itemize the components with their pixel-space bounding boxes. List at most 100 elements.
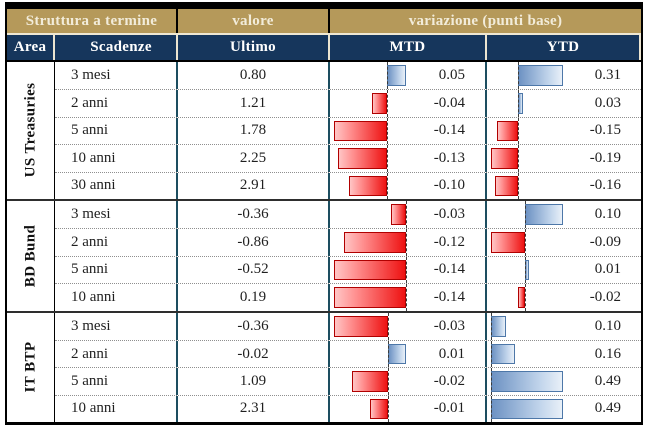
mtd-bar-cell: -0.14: [330, 117, 487, 145]
area-label: BD Bund: [22, 224, 38, 287]
mtd-bar-area: [334, 145, 406, 172]
ultimo-value-cell: -0.86: [178, 229, 330, 256]
table-row: 3 mesi -0.36 -0.03 0.10: [55, 200, 641, 229]
scadenza-cell: 2 anni: [55, 229, 178, 256]
column-header-row: Area Scadenze Ultimo MTD YTD: [7, 35, 641, 62]
ytd-bar-cell: -0.02: [487, 284, 641, 311]
ultimo-value-cell: -0.36: [178, 312, 330, 340]
area-cell: IT BTP: [7, 312, 55, 423]
mtd-bar-cell: -0.02: [330, 368, 487, 395]
mtd-bar-area: [334, 62, 406, 90]
baseline-axis: [388, 395, 389, 423]
ytd-value-label: 0.49: [594, 372, 621, 389]
mtd-value-label: -0.03: [433, 317, 465, 334]
ytd-value-label: 0.10: [594, 317, 621, 334]
scadenza-cell: 5 anni: [55, 256, 178, 284]
baseline-axis: [406, 284, 407, 311]
scadenza-cell: 3 mesi: [55, 200, 178, 229]
mtd-bar-cell: -0.12: [330, 229, 487, 256]
table-body: US Treasuries 3 mesi 0.80 0.05 0.31 2 anni 1.2…: [7, 62, 641, 423]
negative-bar: [337, 148, 388, 169]
ytd-bar-area: [491, 90, 563, 117]
ytd-bar-area: [491, 368, 563, 395]
negative-bar: [496, 120, 519, 142]
baseline-axis: [388, 312, 389, 340]
section-rows: 3 mesi -0.36 -0.03 0.10 2 anni -0.86 -0.12 -0.0…: [55, 200, 641, 311]
table-row: 3 mesi 0.80 0.05 0.31: [55, 62, 641, 90]
mtd-bar-cell: -0.14: [330, 256, 487, 284]
mtd-value-label: -0.02: [433, 372, 465, 389]
ytd-value-label: -0.16: [589, 177, 621, 194]
negative-bar: [517, 287, 526, 308]
scadenza-cell: 10 anni: [55, 145, 178, 172]
negative-bar: [334, 120, 388, 142]
mtd-value-label: 0.01: [438, 345, 465, 362]
ultimo-value-cell: -0.36: [178, 200, 330, 229]
baseline-axis: [525, 256, 527, 284]
area-label: US Treasuries: [22, 83, 38, 178]
baseline-axis: [518, 172, 520, 199]
mtd-bar-area: [334, 340, 406, 368]
ytd-bar-cell: 0.10: [487, 312, 641, 340]
negative-bar: [491, 232, 526, 253]
baseline-axis: [518, 117, 520, 145]
table-row: 10 anni 2.25 -0.13 -0.19: [55, 144, 641, 172]
negative-bar: [334, 287, 406, 308]
ytd-bar-area: [491, 145, 563, 172]
scadenza-cell: 2 anni: [55, 340, 178, 368]
mtd-bar-cell: -0.03: [330, 312, 487, 340]
baseline-axis: [388, 340, 389, 368]
ytd-bar-cell: 0.16: [487, 340, 641, 368]
mtd-value-label: -0.10: [433, 177, 465, 194]
scadenza-cell: 2 anni: [55, 90, 178, 117]
mtd-bar-area: [334, 172, 406, 199]
ytd-bar-cell: 0.03: [487, 90, 641, 117]
ultimo-value-cell: 1.78: [178, 117, 330, 145]
baseline-axis: [491, 340, 492, 368]
ytd-value-label: 0.31: [594, 67, 621, 84]
area-cell: BD Bund: [7, 200, 55, 311]
ytd-bar-cell: -0.16: [487, 172, 641, 199]
mtd-bar-area: [334, 256, 407, 284]
ytd-value-label: 0.03: [594, 95, 621, 112]
section-rows: 3 mesi 0.80 0.05 0.31 2 anni 1.21 -0.04 0.03 5 a…: [55, 62, 641, 199]
negative-bar: [352, 371, 388, 392]
negative-bar: [334, 259, 406, 281]
mtd-bar-area: [334, 90, 406, 117]
baseline-axis: [406, 256, 407, 284]
negative-bar: [334, 315, 388, 337]
ytd-bar-area: [491, 200, 563, 229]
mtd-value-label: -0.14: [433, 261, 465, 278]
header-variazione-punti-base: variazione (punti base): [408, 12, 563, 29]
negative-bar: [495, 175, 519, 196]
baseline-axis: [518, 145, 520, 172]
table-row: 2 anni -0.86 -0.12 -0.09: [55, 228, 641, 256]
mtd-bar-cell: -0.14: [330, 284, 487, 311]
ytd-bar-area: [491, 117, 563, 145]
scadenza-cell: 10 anni: [55, 395, 178, 423]
ytd-value-label: 0.49: [594, 400, 621, 417]
ytd-bar-cell: 0.10: [487, 200, 641, 229]
mtd-bar-area: [334, 117, 406, 145]
scadenza-cell: 3 mesi: [55, 62, 178, 90]
table-section: US Treasuries 3 mesi 0.80 0.05 0.31 2 anni 1.2…: [7, 62, 641, 199]
mtd-bar-area: [334, 229, 407, 256]
ultimo-value-cell: -0.52: [178, 256, 330, 284]
header-area: Area: [7, 35, 55, 60]
term-structure-table: Struttura a termine valore variazione (p…: [5, 2, 643, 426]
mtd-bar-area: [334, 395, 406, 423]
baseline-axis: [525, 200, 527, 229]
ytd-value-label: -0.15: [589, 122, 621, 139]
header-ytd: YTD: [487, 35, 641, 60]
mtd-bar-cell: -0.04: [330, 90, 487, 117]
area-cell: US Treasuries: [7, 62, 55, 199]
baseline-axis: [491, 368, 492, 395]
baseline-axis: [491, 395, 492, 423]
baseline-axis: [406, 200, 407, 229]
ultimo-value-cell: 0.80: [178, 62, 330, 90]
header-struttura-a-termine: Struttura a termine: [7, 9, 178, 33]
mtd-bar-area: [334, 312, 406, 340]
table-row: 2 anni -0.02 0.01 0.16: [55, 339, 641, 368]
header-mtd: MTD: [330, 35, 487, 60]
